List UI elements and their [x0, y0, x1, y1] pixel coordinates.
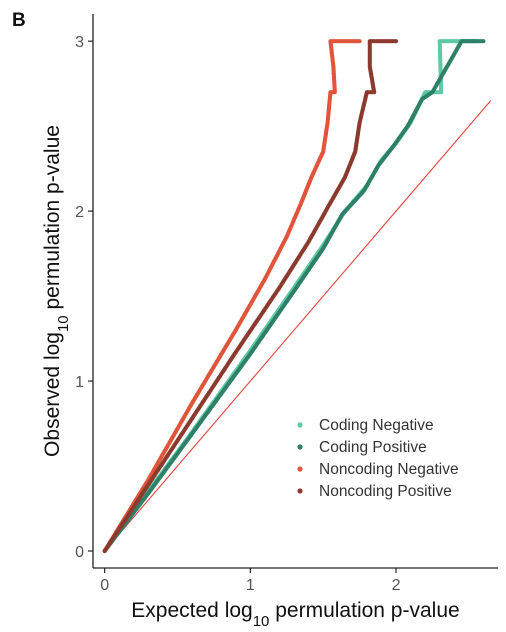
- y-axis-title-subscript: 10: [55, 315, 72, 332]
- y-axis-title: Observed log10 permulation p-value: [41, 125, 72, 457]
- legend-label-coding-negative: Coding Negative: [319, 417, 434, 434]
- panel-label: B: [12, 10, 26, 31]
- axes-layer: 0 1 2 0 1 2 3: [75, 14, 498, 594]
- y-axis-title-suffix: permulation p-value: [41, 125, 64, 315]
- x-axis-title-prefix: Expected log: [131, 599, 252, 622]
- reference-line-layer: [104, 100, 492, 552]
- reference-line: [104, 100, 492, 552]
- legend-label-noncoding-positive: Noncoding Positive: [319, 483, 452, 500]
- legend: Coding Negative Coding Positive Noncoding …: [297, 417, 459, 500]
- data-points-layer: [102, 39, 486, 554]
- legend-marker-noncoding-negative: [297, 466, 303, 472]
- data-point-noncoding-negative: [357, 39, 362, 44]
- y-axis-title-prefix: Observed log: [41, 332, 64, 457]
- legend-marker-coding-negative: [297, 422, 303, 428]
- legend-marker-coding-positive: [297, 444, 303, 450]
- y-tick-label: 0: [75, 544, 84, 561]
- y-tick-label: 1: [75, 374, 84, 391]
- x-tick-label: 1: [246, 577, 255, 594]
- x-axis-title-suffix: permulation p-value: [269, 599, 459, 622]
- legend-label-coding-positive: Coding Positive: [319, 439, 427, 456]
- x-axis-title-subscript: 10: [253, 613, 270, 630]
- data-point-coding-positive: [481, 39, 486, 44]
- data-point-noncoding-positive: [393, 39, 399, 44]
- legend-label-noncoding-negative: Noncoding Negative: [319, 461, 459, 478]
- series-noncoding-positive: [102, 39, 399, 554]
- y-tick-label: 3: [75, 34, 84, 51]
- x-tick-label: 0: [100, 577, 109, 594]
- x-tick-label: 2: [392, 577, 401, 594]
- legend-marker-noncoding-positive: [297, 488, 303, 494]
- x-axis-title: Expected log10 permulation p-value: [131, 599, 459, 630]
- y-tick-label: 2: [75, 204, 84, 221]
